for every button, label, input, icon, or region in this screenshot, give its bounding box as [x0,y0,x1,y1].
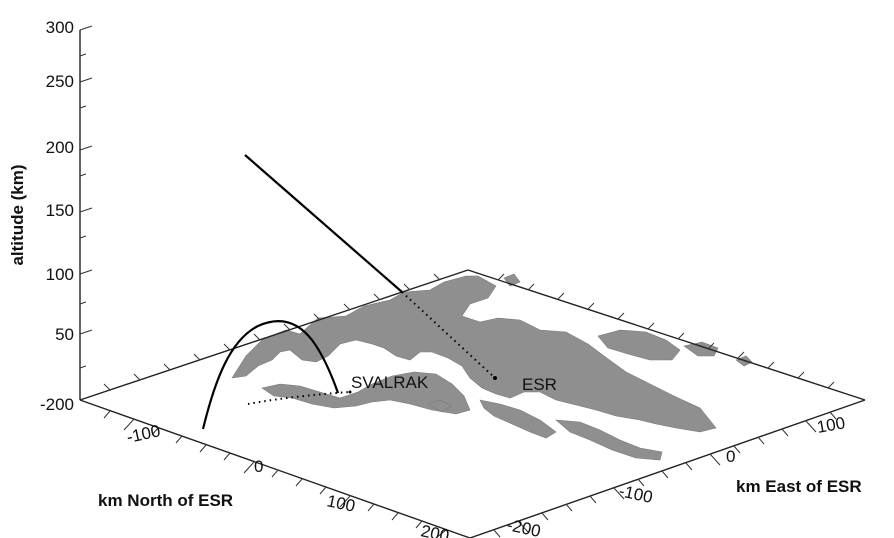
east-tick-0: 0 [726,447,735,466]
radar-beam-ground-projection [401,291,496,379]
altitude-tick-250: 250 [46,72,74,91]
back-right-edge-ticks [497,273,835,389]
east-tick-100: 100 [815,413,846,437]
altitude-tick-50: 50 [55,325,74,344]
north-axis-title: km North of ESR [98,491,233,510]
altitude-tick-300: 300 [46,18,74,37]
svalrak-site-marker [348,390,352,394]
svalbard-land [231,273,753,461]
plane-edges [79,269,866,538]
altitude-tick-200: 200 [46,138,74,157]
east-axis-title: km East of ESR [736,477,862,496]
east-edge-ticks [493,411,837,538]
altitude-tick-150: 150 [46,201,74,220]
east-tick-minus-100: -100 [617,481,654,507]
back-left-edge-ticks [103,273,441,391]
east-tick-minus-200: -200 [505,515,542,538]
svalrak-label: SVALRAK [351,373,429,392]
altitude-axis-ticks [79,25,93,369]
radar-beam [244,154,403,293]
altitude-tick-100: 100 [46,265,74,284]
esr-label: ESR [522,375,557,394]
rocket-trajectory [201,320,340,430]
altitude-axis-title: altitude (km) [8,164,27,265]
altitude-tick-minus-200: -200 [40,395,74,414]
north-tick-200: 200 [419,521,451,538]
north-edge-ticks [103,410,447,538]
esr-site-marker [493,376,497,380]
north-tick-minus-100: -100 [125,421,162,447]
north-tick-0: 0 [254,457,263,476]
